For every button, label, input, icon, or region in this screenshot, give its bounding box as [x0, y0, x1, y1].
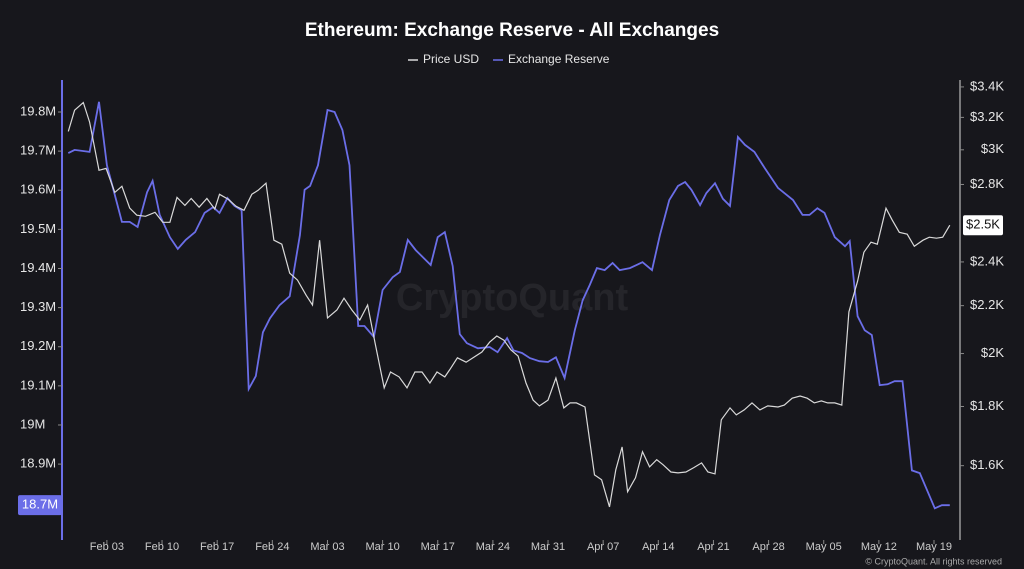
y2-tick-label: $1.8K — [970, 398, 1004, 413]
x-tick-label: Apr 14 — [642, 541, 674, 553]
x-tick-label: Mar 10 — [365, 541, 399, 553]
x-tick-label: Mar 24 — [476, 541, 510, 553]
y-tick-label: 19.8M — [20, 103, 56, 118]
y-tick-label: 19M — [20, 416, 45, 431]
y-tick-label: 19.3M — [20, 299, 56, 314]
y-tick-label: 19.4M — [20, 260, 56, 275]
x-tick-label: Feb 17 — [200, 541, 234, 553]
chart-title: Ethereum: Exchange Reserve - All Exchang… — [305, 20, 719, 41]
series-line — [67, 101, 951, 508]
y2-tick-label: $3.2K — [970, 109, 1004, 124]
x-tick-label: May 05 — [806, 541, 842, 553]
x-tick-label: Feb 10 — [145, 541, 179, 553]
legend-label: Price USD — [423, 52, 479, 66]
y-tick-label: 19.7M — [20, 143, 56, 158]
series-line — [67, 101, 950, 510]
last-value-badge — [18, 495, 62, 516]
x-tick-label: Mar 03 — [310, 541, 344, 553]
x-tick-label: Feb 03 — [90, 541, 124, 553]
x-tick-label: Apr 28 — [752, 541, 784, 553]
last-value-badge — [963, 215, 1003, 236]
watermark: CryptoQuant — [396, 277, 629, 319]
x-tick-label: May 19 — [916, 541, 952, 553]
x-tick-label: May 12 — [861, 541, 897, 553]
y2-tick-label: $2.2K — [970, 297, 1004, 312]
footer: © CryptoQuant. All rights reserved — [865, 556, 1002, 566]
y2-tick-label: $1.6K — [970, 457, 1004, 472]
y-tick-label: 19.5M — [20, 221, 56, 236]
y-tick-label: 19.6M — [20, 182, 56, 197]
y-tick-label: 19.1M — [20, 377, 56, 392]
x-tick-label: Mar 31 — [531, 541, 565, 553]
last-value-label: $2.5K — [966, 217, 1000, 232]
y-tick-label: 18.9M — [20, 456, 56, 471]
y-tick-label: 19.2M — [20, 338, 56, 353]
y2-tick-label: $3.4K — [970, 78, 1004, 93]
x-tick-label: Feb 24 — [255, 541, 289, 553]
legend-label: Exchange Reserve — [508, 52, 610, 66]
y2-tick-label: $2K — [981, 345, 1004, 360]
x-tick-label: Mar 17 — [421, 541, 455, 553]
y2-tick-label: $3K — [981, 141, 1004, 156]
x-tick-label: Apr 21 — [697, 541, 729, 553]
x-tick-label: Apr 07 — [587, 541, 619, 553]
last-value-label: 18.7M — [22, 497, 58, 512]
y2-tick-label: $2.4K — [970, 253, 1004, 268]
y2-tick-label: $2.8K — [970, 176, 1004, 191]
